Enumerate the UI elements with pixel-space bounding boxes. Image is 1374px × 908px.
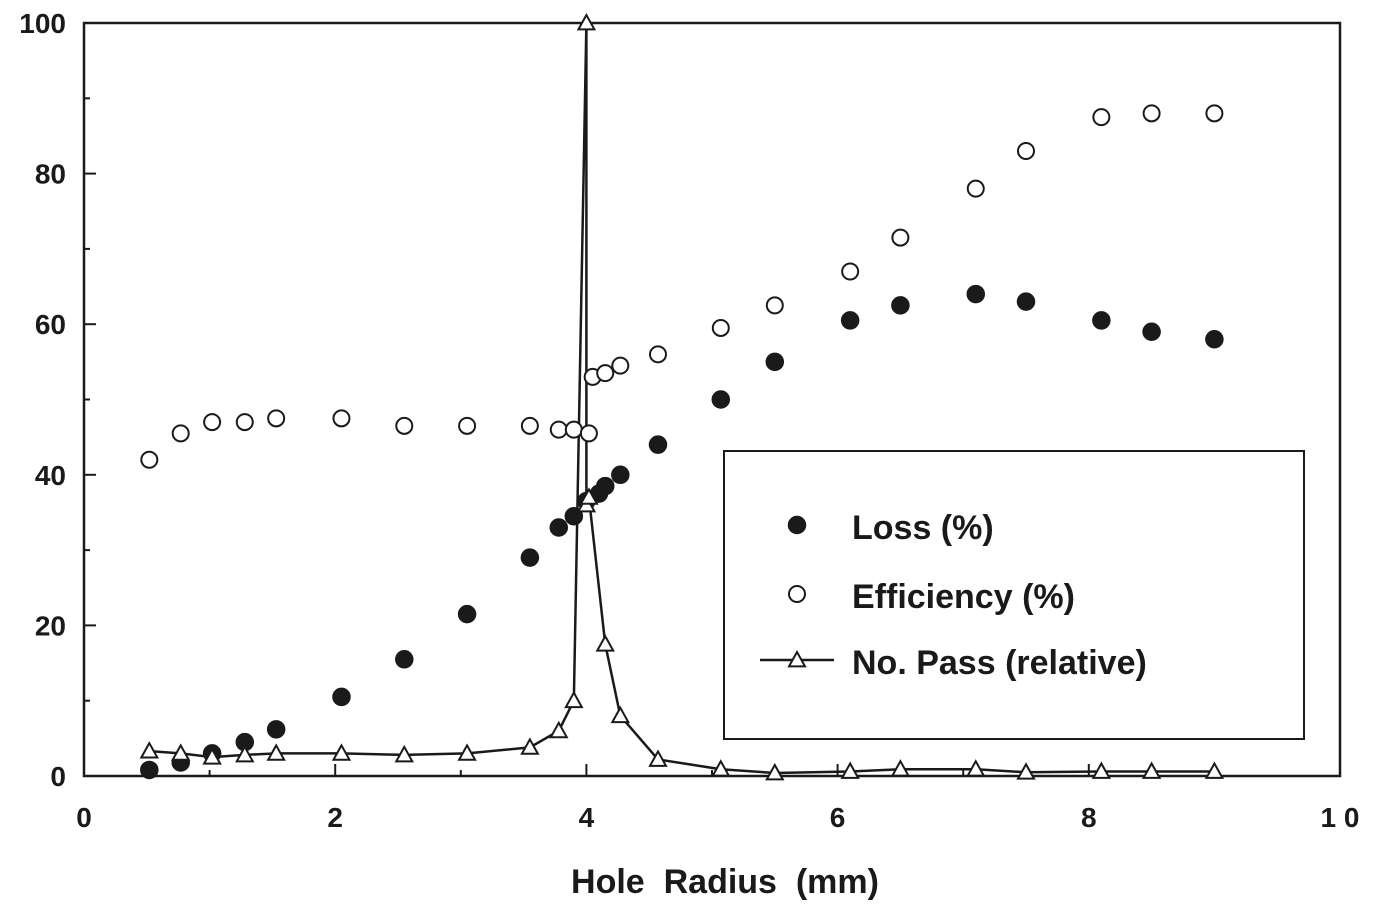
legend-marker (787, 515, 807, 535)
y-tick-label: 80 (35, 159, 66, 190)
loss-point (1205, 330, 1224, 349)
efficiency-point (520, 416, 539, 435)
efficiency-point (203, 413, 222, 432)
no-pass-point (576, 12, 597, 31)
legend-label: No. Pass (relative) (852, 644, 1147, 682)
legend-item-efficiency: Efficiency (%) (788, 578, 1075, 616)
y-tick-label: 60 (35, 309, 66, 340)
loss-point (332, 687, 351, 707)
x-tick-label: 8 (1081, 802, 1097, 833)
legend: Loss (%) Efficiency (%) No. Pass (relative… (723, 450, 1305, 740)
loss-point (549, 518, 569, 537)
loss-point (520, 548, 540, 567)
x-tick-label: 2 (327, 802, 343, 833)
efficiency-point (549, 420, 568, 439)
no-pass-point (595, 634, 615, 652)
efficiency-point (966, 179, 985, 198)
y-tick-label: 40 (35, 460, 66, 491)
legend-item-loss: Loss (%) (787, 509, 994, 547)
loss-point (457, 604, 477, 624)
loss-point (395, 650, 414, 669)
legend-label: Loss (%) (852, 509, 994, 547)
loss-point (1092, 311, 1111, 330)
no-pass-point (1091, 761, 1112, 779)
loss-point (266, 720, 286, 739)
loss-point (1142, 322, 1161, 341)
efficiency-point (458, 416, 477, 435)
no-pass-point (394, 744, 414, 763)
y-tick-label: 0 (50, 761, 66, 792)
legend-marker (787, 649, 807, 668)
efficiency-point (332, 409, 351, 428)
no-pass-point (765, 762, 785, 781)
loss-point (966, 284, 986, 304)
no-pass-point (235, 744, 255, 763)
no-pass-point (648, 749, 668, 767)
efficiency-point (171, 424, 190, 443)
no-pass-point (1204, 761, 1225, 779)
no-pass-point (966, 759, 986, 777)
loss-point (648, 435, 668, 454)
x-axis-title: Hole Radius (mm) (571, 863, 879, 901)
efficiency-point (1017, 142, 1035, 161)
efficiency-point (235, 413, 254, 432)
x-tick-label: 6 (830, 802, 846, 833)
legend-marker (788, 585, 806, 603)
efficiency-point (140, 450, 159, 469)
no-pass-point (579, 487, 599, 505)
no-pass-point (171, 743, 191, 761)
no-pass-point (840, 761, 860, 779)
x-tick-label: 0 (76, 802, 92, 833)
efficiency-point (1142, 104, 1161, 123)
no-pass-point (520, 737, 540, 755)
no-pass-point (266, 743, 286, 761)
no-pass-point (711, 759, 731, 777)
loss-point (1016, 292, 1036, 311)
no-pass-point (139, 741, 160, 759)
loss-point (595, 476, 615, 496)
efficiency-point (1092, 108, 1111, 127)
no-pass-point (564, 690, 584, 709)
efficiency-point (711, 318, 730, 337)
no-pass-point (331, 743, 352, 761)
y-tick-label: 20 (35, 610, 66, 641)
series-layer (139, 12, 1225, 781)
loss-point (840, 311, 860, 330)
efficiency-point (395, 416, 414, 435)
no-pass-point (202, 747, 222, 765)
efficiency-point (841, 262, 860, 281)
legend-box (723, 450, 1305, 740)
no-pass-point (1016, 762, 1036, 780)
legend-label: Efficiency (%) (852, 578, 1075, 616)
y-tick-label: 100 (19, 8, 66, 39)
no-pass-point (610, 705, 631, 724)
no-pass-point (1141, 761, 1162, 779)
loss-point (711, 390, 731, 409)
no-pass-point (890, 759, 911, 777)
efficiency-point (611, 356, 630, 375)
efficiency-point (1205, 104, 1224, 123)
efficiency-point (267, 409, 286, 428)
x-tick-label: 4 (579, 802, 595, 833)
efficiency-point (891, 228, 910, 247)
loss-point (611, 465, 630, 485)
efficiency-point (765, 296, 784, 315)
loss-point (765, 352, 785, 372)
no-pass-point (549, 720, 569, 739)
efficiency-point (579, 424, 598, 443)
efficiency-point (596, 364, 615, 383)
x-tick-label: 1 0 (1321, 802, 1360, 833)
legend-item-no-pass: No. Pass (relative) (760, 644, 1147, 682)
efficiency-point (648, 345, 667, 364)
legend-items: Loss (%) Efficiency (%) No. Pass (relative… (760, 509, 1147, 682)
no-pass-point (457, 743, 477, 761)
loss-point (140, 760, 159, 780)
loss-point (891, 296, 910, 315)
efficiency-point (564, 420, 583, 439)
